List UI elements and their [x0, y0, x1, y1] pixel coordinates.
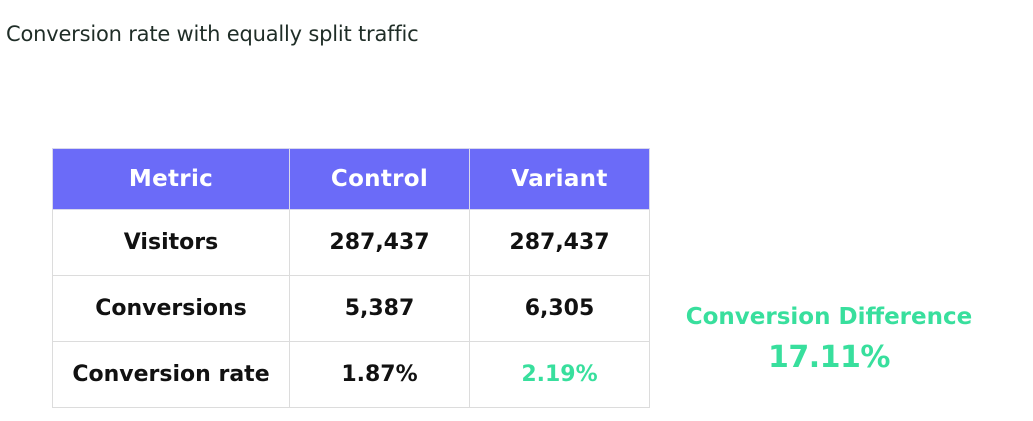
table-row: Conversion rate 1.87% 2.19%	[52, 341, 650, 408]
header-variant: Variant	[469, 148, 650, 210]
row-rate-metric: Conversion rate	[52, 341, 290, 408]
table-header-row: Metric Control Variant	[52, 148, 650, 210]
row-rate-control: 1.87%	[289, 341, 470, 408]
row-rate-variant: 2.19%	[469, 341, 650, 408]
row-visitors-metric: Visitors	[52, 209, 290, 276]
row-visitors-control: 287,437	[289, 209, 470, 276]
table-row: Visitors 287,437 287,437	[52, 209, 650, 276]
header-metric: Metric	[52, 148, 290, 210]
metrics-table: Metric Control Variant Visitors 287,437 …	[52, 148, 650, 408]
row-conversions-metric: Conversions	[52, 275, 290, 342]
page-title: Conversion rate with equally split traff…	[6, 22, 419, 46]
row-visitors-variant: 287,437	[469, 209, 650, 276]
table-row: Conversions 5,387 6,305	[52, 275, 650, 342]
conversion-difference-value: 17.11%	[768, 340, 890, 375]
header-control: Control	[289, 148, 470, 210]
row-conversions-control: 5,387	[289, 275, 470, 342]
row-conversions-variant: 6,305	[469, 275, 650, 342]
conversion-difference-label: Conversion Difference	[685, 304, 973, 330]
